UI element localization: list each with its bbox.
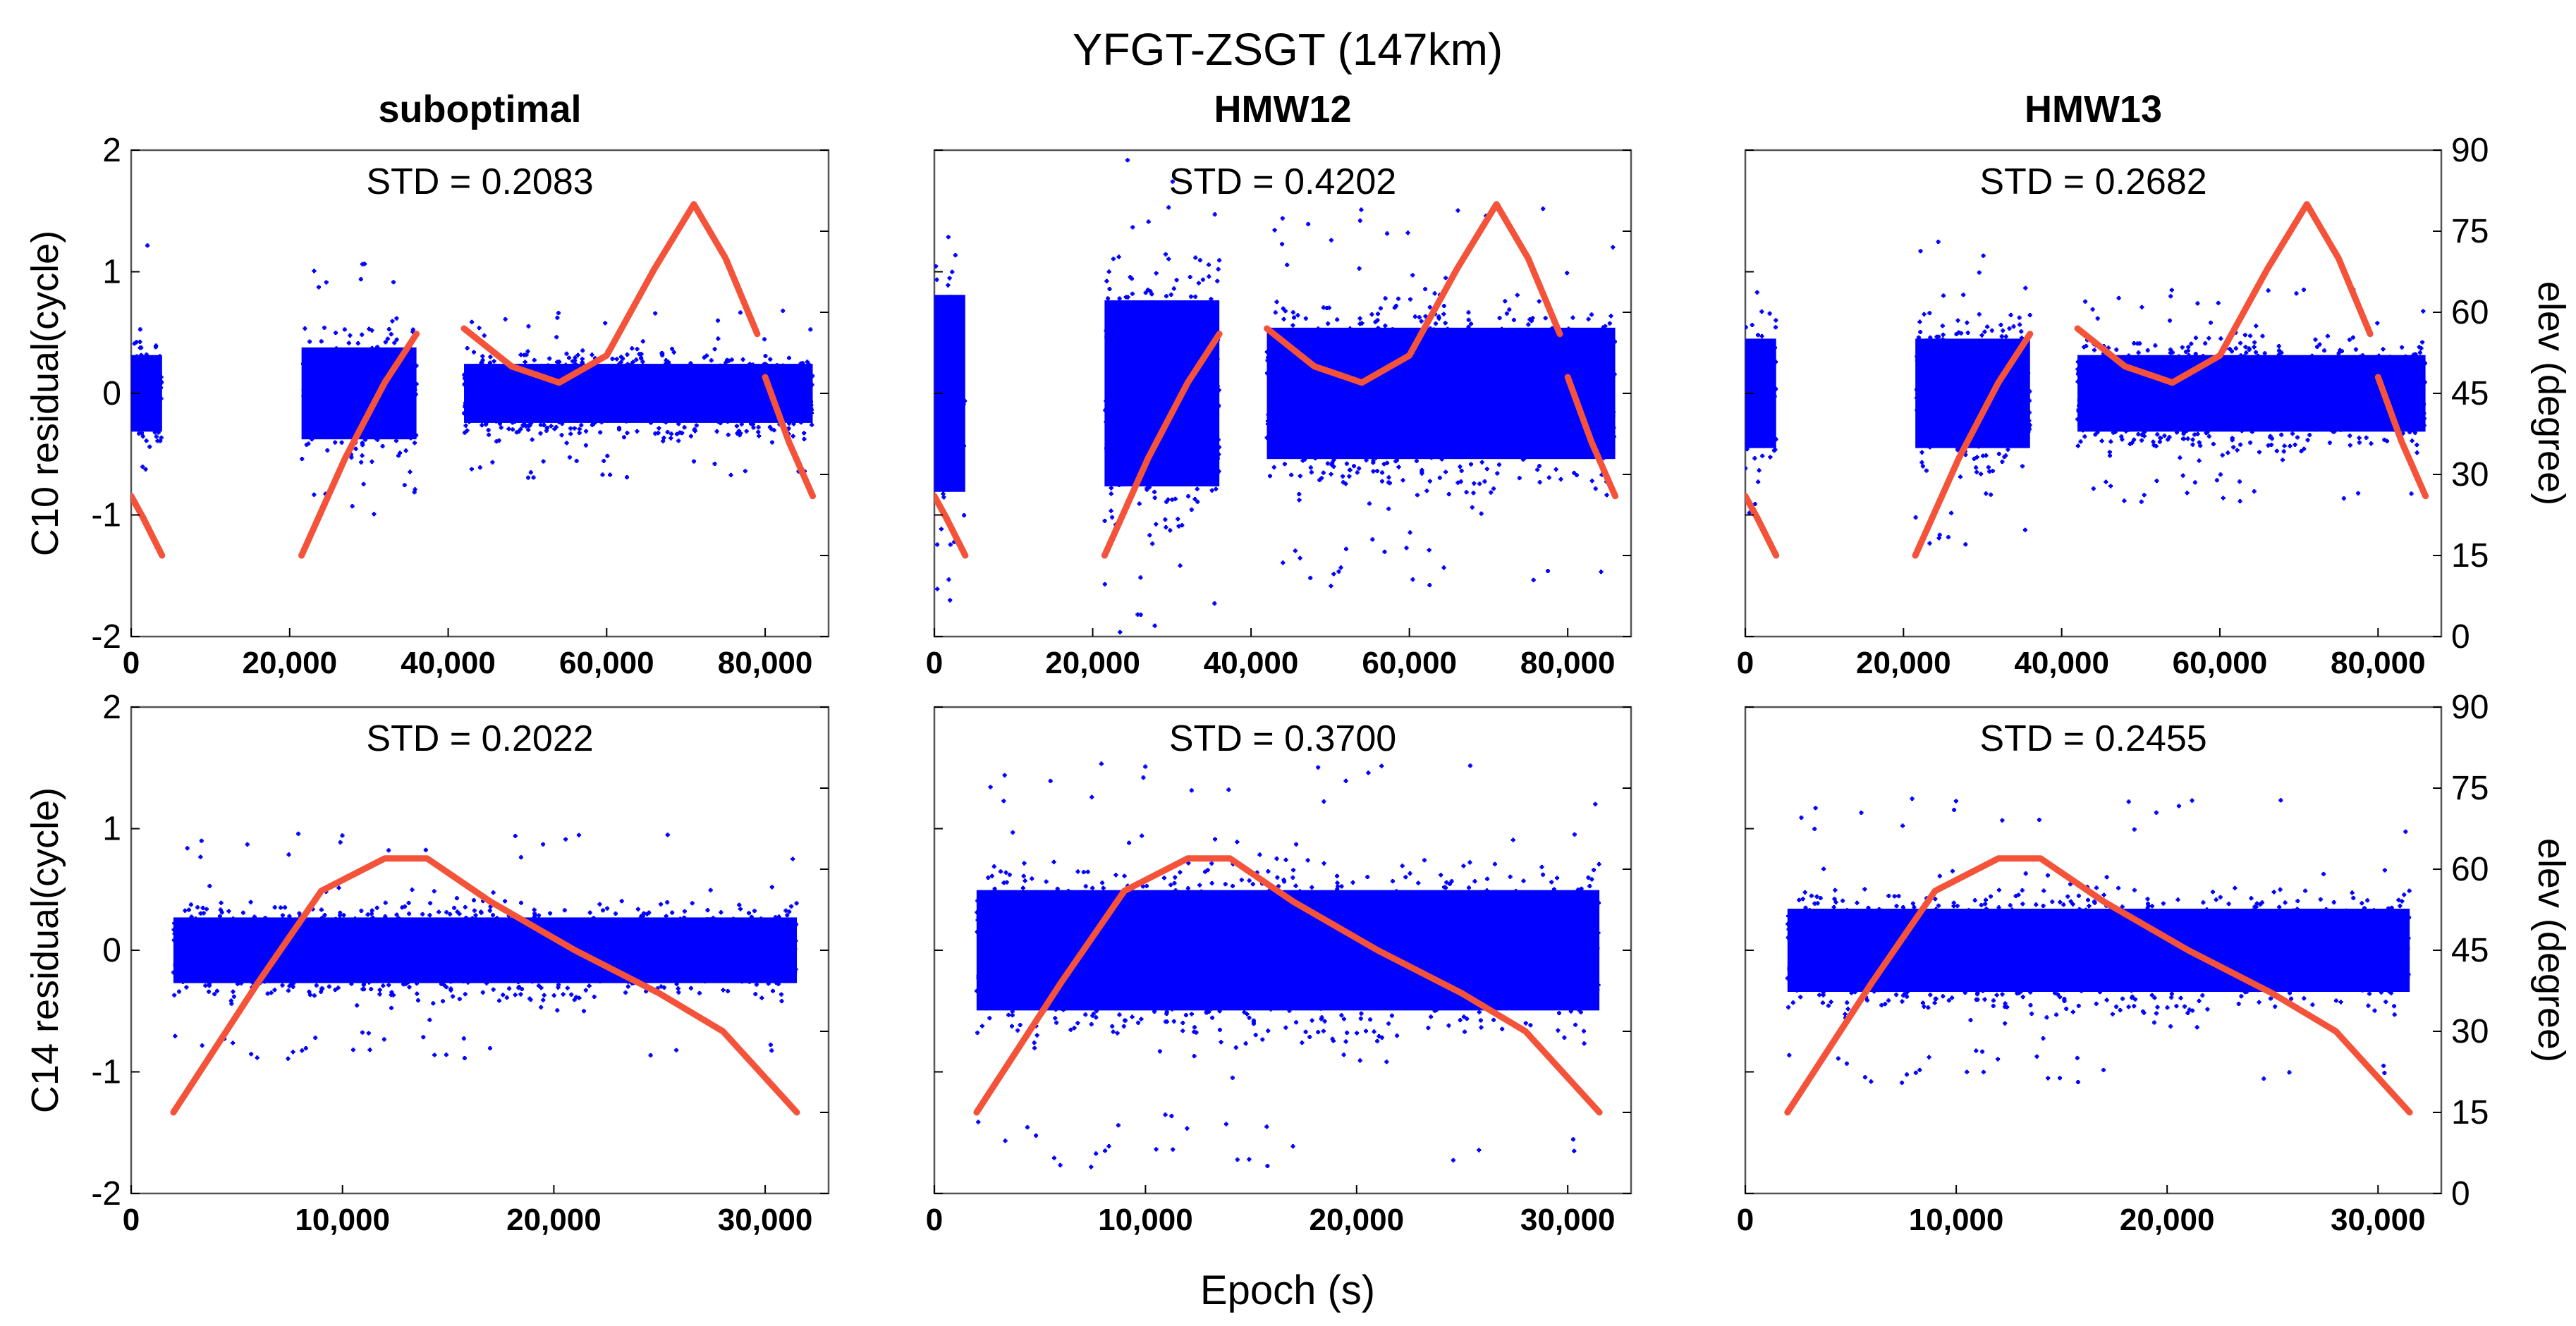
x-tick-label: 60,000 [1362,646,1457,680]
y-tick-label: 0 [102,375,121,412]
y2-tick-label: 60 [2451,851,2489,888]
x-tick-label: 60,000 [559,646,654,680]
x-tick-label: 0 [123,646,140,680]
x-tick-label: 40,000 [401,646,496,680]
y-tick-label: 2 [102,689,121,726]
y2-tick-label: 75 [2451,770,2489,807]
elevation-curve [170,855,800,1116]
residual-points-segment-0 [975,761,1601,1170]
std-label: STD = 0.2455 [1979,718,2206,759]
x-tick-label: 0 [926,646,943,680]
x-axis-label: Epoch (s) [1200,1267,1375,1313]
y2-tick-label: 45 [2451,932,2489,969]
x-tick-label: 30,000 [718,1203,813,1237]
panel-c14-suboptimal: 0 10,000 20,000 30,000 -2 -1 0 1 2 C14 residual(c… [24,689,830,1237]
y-tick-label: -1 [91,1054,121,1091]
y2-tick-label: 75 [2451,213,2489,250]
panel-c10-suboptimal: 0 20,000 40,000 60,000 80,000 -2 -1 0 1 2 C10 resi… [24,88,830,680]
y2-tick-label: 30 [2451,456,2489,493]
elevation-curve [1784,855,2413,1116]
column-title: HMW13 [2025,88,2162,130]
x-tick-label: 80,000 [2331,646,2426,680]
x-tick-label: 20,000 [1309,1203,1404,1237]
x-tick-label: 60,000 [2173,646,2268,680]
x-tick-label: 0 [1737,646,1754,680]
x-tick-label: 10,000 [1909,1203,2004,1237]
std-label: STD = 0.2022 [366,718,593,759]
x-tick-label: 30,000 [1520,1203,1616,1237]
x-tick-label: 20,000 [506,1203,602,1237]
elevation-curve [131,201,816,559]
x-tick-label: 40,000 [2014,646,2109,680]
residual-points-segment-2 [2075,287,2427,504]
residual-core-band [1104,300,1220,486]
x-tick-label: 20,000 [1045,646,1140,680]
residual-points-segment-0 [171,831,799,1061]
residual-points-segment-2 [462,308,815,480]
y2-axis-label: elev (degree) [2530,838,2572,1062]
y2-tick-label: 90 [2451,689,2489,726]
x-tick-label: 80,000 [1520,646,1616,680]
y-tick-label: 1 [102,811,121,848]
elevation-curve [1745,201,2429,559]
x-tick-label: 10,000 [1098,1203,1193,1237]
y2-tick-label: 60 [2451,294,2489,331]
y-tick-label: 1 [102,254,121,291]
y2-tick-label: 0 [2451,618,2470,656]
std-label: STD = 0.3700 [1169,718,1396,759]
elevation-curve [934,201,1618,559]
y2-tick-label: 15 [2451,537,2489,575]
residual-series [934,158,1617,634]
residual-points-segment-0 [131,243,164,472]
x-tick-label: 0 [1737,1203,1754,1237]
y2-tick-label: 0 [2451,1175,2470,1213]
y-axis-label: C14 residual(cycle) [24,787,66,1113]
x-tick-label: 20,000 [242,646,337,680]
x-tick-label: 0 [926,1203,943,1237]
residual-points-segment-1 [1102,158,1222,634]
x-tick-label: 40,000 [1204,646,1299,680]
figure-title: YFGT-ZSGT (147km) [1073,24,1503,75]
elevation-curve [973,855,1603,1116]
std-label: STD = 0.2083 [366,161,593,202]
x-tick-label: 0 [123,1203,140,1237]
x-tick-label: 20,000 [2120,1203,2215,1237]
panel-c10-hmw13: 0 20,000 40,000 60,000 80,000 0 15 30 45 60 75 90 el… [1737,88,2572,680]
std-label: STD = 0.2682 [1979,161,2206,202]
panel-c14-hmw12: 0 10,000 20,000 30,000 STD = 0.3700 [926,706,1632,1237]
residual-points-segment-0 [934,235,967,603]
x-tick-label: 80,000 [718,646,813,680]
y-tick-label: 2 [102,132,121,169]
panel-c14-hmw13: 0 10,000 20,000 30,000 0 15 30 45 60 75 90 elev (de… [1737,689,2572,1237]
x-tick-label: 20,000 [1856,646,1951,680]
y2-tick-label: 90 [2451,132,2489,169]
x-tick-label: 10,000 [295,1203,390,1237]
x-tick-label: 30,000 [2331,1203,2426,1237]
y2-tick-label: 30 [2451,1013,2489,1050]
y-axis-label: C10 residual(cycle) [24,231,66,556]
y2-tick-label: 15 [2451,1094,2489,1131]
residual-points-segment-2 [1264,207,1617,589]
y-tick-label: -2 [91,1175,121,1213]
y2-axis-label: elev (degree) [2530,281,2572,505]
panel-grid: 0 20,000 40,000 60,000 80,000 -2 -1 0 1 2 C10 resi… [24,88,2572,1237]
y-tick-label: -2 [91,618,121,656]
residual-points-segment-1 [300,262,419,517]
y-tick-label: -1 [91,497,121,534]
std-label: STD = 0.4202 [1169,161,1396,202]
y2-tick-label: 45 [2451,375,2489,412]
column-title: suboptimal [378,88,581,130]
y-tick-label: 0 [102,932,121,969]
column-title: HMW12 [1214,88,1351,130]
residual-points-segment-0 [1745,290,1778,515]
panel-c10-hmw12: 0 20,000 40,000 60,000 80,000 STD = 0.4202 HMW… [926,88,1632,680]
